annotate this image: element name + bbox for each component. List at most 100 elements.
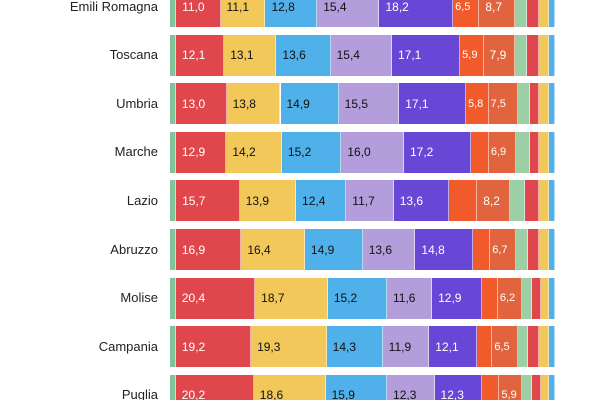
data-label: 16,4 (247, 242, 271, 257)
data-label: 14,9 (310, 242, 335, 257)
bar-segment (539, 83, 550, 125)
category-label: Abruzzo (110, 241, 158, 257)
category-label: Campania (98, 338, 158, 354)
data-label: 16,0 (347, 145, 371, 160)
data-label: 12,4 (302, 193, 326, 208)
bar-segment: 18,2 (379, 0, 454, 27)
bar-segment: 11,6 (387, 277, 433, 319)
bar-segment: 11,1 (220, 0, 266, 27)
bar-segment (549, 131, 555, 173)
bar-segment: 16,9 (175, 229, 242, 270)
bar-segment (549, 277, 555, 319)
data-label: 11,1 (226, 0, 250, 14)
data-label: 15,9 (331, 388, 355, 400)
bar-segment (170, 180, 177, 222)
bar-segment: 12,9 (432, 277, 483, 319)
bar-segment: 18,7 (255, 277, 328, 319)
bar-segment: 13,6 (393, 180, 449, 222)
bar-segment (524, 180, 539, 222)
bar-segment (170, 34, 176, 76)
bar-segment (170, 326, 176, 368)
bar-row: 19,2 19,3 14,3 11,9 12,1 6,5 (170, 326, 555, 368)
data-label: 11,7 (352, 193, 375, 208)
bar-segment (514, 0, 527, 27)
bar-segment (448, 180, 478, 222)
data-label: 5,9 (462, 49, 478, 62)
bar-segment: 17,2 (403, 131, 472, 173)
bar-segment: 6,5 (453, 0, 480, 27)
bar-segment (516, 229, 528, 270)
data-label: 6,5 (455, 0, 471, 13)
bar-segment: 13,9 (239, 180, 297, 222)
bar-segment: 13,6 (276, 34, 331, 76)
bar-segment (549, 374, 555, 400)
bar-segment: 17,1 (399, 83, 466, 125)
data-label: 7,9 (489, 48, 507, 63)
data-label: 16,9 (181, 242, 206, 257)
data-label: 13,9 (245, 193, 270, 208)
data-label: 12,3 (440, 388, 464, 400)
bar-segment: 8,7 (479, 0, 515, 27)
bar-segment: 16,4 (241, 229, 305, 270)
bar-segment (472, 229, 491, 270)
bar-segment: 15,2 (327, 277, 387, 319)
bar-segment (531, 374, 542, 400)
data-label: 12,3 (393, 388, 417, 400)
bar-segment: 12,9 (175, 131, 227, 173)
bar-segment (170, 83, 176, 125)
data-label: 17,1 (397, 48, 422, 63)
bar-segment (529, 83, 540, 125)
bar-segment (527, 326, 540, 368)
bar-segment (515, 131, 530, 173)
data-label: 19,2 (181, 339, 206, 354)
bar-row: 13,0 13,8 14,9 15,5 17,1 5,8 7,5 (170, 83, 555, 125)
bar-segment: 15,9 (325, 374, 387, 400)
bar-row: 16,9 16,4 14,9 13,6 14,8 6,7 (170, 229, 555, 270)
bar-segment (517, 83, 530, 125)
data-label: 14,3 (332, 339, 357, 354)
bar-segment: 15,2 (281, 131, 342, 173)
bar-segment: 13,6 (362, 229, 416, 270)
bar-segment: 20,4 (175, 277, 256, 319)
bar-segment (471, 131, 489, 173)
data-label: 13,6 (399, 193, 424, 208)
category-label: Puglia (121, 387, 158, 400)
bar-segment: 15,4 (317, 0, 380, 27)
bar-segment: 19,2 (175, 326, 252, 368)
bar-segment (539, 34, 549, 76)
bar-segment (170, 0, 177, 27)
bar-segment (521, 277, 532, 319)
bar-segment (541, 374, 550, 400)
bar-segment: 5,9 (499, 374, 523, 400)
data-label: 6,7 (492, 243, 508, 256)
bar-segment: 12,3 (387, 374, 435, 400)
bar-segment: 11,7 (346, 180, 394, 222)
bar-segment: 5,8 (465, 83, 489, 125)
bar-segment: 13,0 (175, 83, 227, 125)
bar-segment (482, 374, 500, 400)
bar-segment (517, 326, 528, 368)
bar-segment: 5,9 (460, 34, 484, 76)
data-label: 14,9 (286, 96, 310, 111)
bar-segment: 12,4 (296, 180, 347, 222)
bar-segment (527, 34, 540, 76)
data-label: 13,8 (232, 96, 256, 111)
data-label: 14,8 (421, 242, 445, 257)
bar-segment: 12,8 (265, 0, 318, 27)
bar-segment: 14,9 (304, 229, 363, 270)
bar-segment: 13,8 (226, 83, 281, 125)
bar-segment (548, 0, 555, 27)
data-label: 19,3 (257, 339, 281, 354)
bar-row: 11,0 11,1 12,8 15,4 18,2 6,5 8,7 (170, 0, 555, 27)
data-label: 14,2 (232, 145, 256, 160)
bar-segment (538, 0, 549, 27)
bar-segment (482, 277, 498, 319)
bar-segment: 14,2 (226, 131, 282, 173)
bar-segment: 11,0 (176, 0, 221, 27)
bar-segment (170, 229, 176, 270)
data-label: 13,6 (368, 242, 393, 257)
category-label: Marche (114, 144, 158, 160)
data-label: 15,4 (336, 48, 360, 63)
bar-segment (527, 229, 540, 270)
bar-row: 15,7 13,9 12,4 11,7 13,6 8,2 (170, 180, 555, 222)
